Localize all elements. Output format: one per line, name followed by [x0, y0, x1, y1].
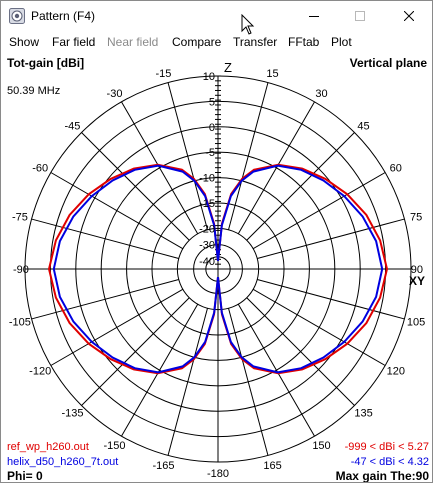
radial-label: -10 — [199, 173, 215, 185]
angle-label-right: 15 — [266, 68, 278, 80]
angle-label-right: 60 — [390, 163, 402, 175]
grid-spoke — [228, 82, 269, 230]
polar-grid — [24, 75, 412, 463]
polar-labels: -15 15-30 30-45 45-60 60-75 75-90 90-105 105-12… — [9, 60, 425, 480]
z-axis-label: Z — [224, 60, 232, 75]
menu-transfer[interactable]: Transfer — [233, 35, 278, 49]
menu-compare[interactable]: Compare — [172, 35, 222, 49]
close-button[interactable] — [386, 1, 432, 31]
angle-label-left: -135 — [61, 408, 83, 420]
max-gain-label: Max gain The:90 — [336, 469, 430, 482]
angle-label-left: -75 — [12, 211, 28, 223]
radial-label: -20 — [199, 223, 215, 235]
radial-label: -30 — [199, 240, 215, 252]
window-title: Pattern (F4) — [31, 9, 96, 23]
angle-label-right: 75 — [410, 211, 422, 223]
grid-spoke — [167, 82, 208, 230]
grid-spoke — [257, 218, 405, 259]
angle-label-left: -15 — [156, 68, 172, 80]
grid-spoke — [31, 279, 179, 320]
angle-label-left: -150 — [103, 440, 125, 452]
angle-label-right: 165 — [263, 460, 281, 472]
grid-spoke — [252, 172, 386, 250]
grid-spoke — [257, 279, 405, 320]
angle-label-left: -165 — [152, 460, 174, 472]
phi-label: Phi= 0 — [7, 469, 43, 482]
grid-spoke — [246, 297, 355, 406]
pattern-curves — [47, 163, 389, 375]
grid-spoke — [246, 132, 355, 241]
grid-spoke — [228, 308, 269, 456]
maximize-button[interactable] — [337, 1, 383, 31]
menu-near-field: Near field — [107, 35, 159, 49]
menu-bar: Show Far field Near field Compare Transf… — [1, 31, 432, 53]
legend-name-helix: helix_d50_h260_7t.out — [7, 456, 118, 468]
grid-spoke — [237, 303, 315, 437]
menu-show[interactable]: Show — [9, 35, 40, 49]
gain-title: Tot-gain [dBi] — [7, 56, 84, 70]
polar-plot[interactable]: -15 15-30 30-45 45-60 60-75 75-90 90-105 105-12… — [1, 53, 432, 482]
maximize-icon — [355, 11, 365, 21]
angle-label-right: 105 — [407, 317, 425, 329]
legend-range-helix: -47 < dBi < 4.32 — [351, 456, 429, 468]
minimize-button[interactable] — [291, 1, 337, 31]
angle-label-right: 150 — [312, 440, 330, 452]
radial-label: 0 — [209, 122, 215, 134]
menu-plot[interactable]: Plot — [331, 35, 352, 49]
radial-label: -5 — [205, 147, 215, 159]
plane-title: Vertical plane — [350, 56, 428, 70]
grid-spoke — [121, 101, 199, 235]
angle-label-right: 45 — [357, 120, 369, 132]
grid-spoke — [81, 132, 190, 241]
menu-far-field[interactable]: Far field — [52, 35, 96, 49]
mouse-cursor-icon — [241, 14, 255, 35]
grid-spoke — [167, 308, 208, 456]
pattern-curve-helix — [217, 164, 384, 374]
minimize-icon — [309, 16, 319, 17]
title-bar[interactable]: Pattern (F4) — [1, 1, 432, 31]
angle-label-left: -120 — [29, 366, 51, 378]
radial-label: -40 — [199, 256, 215, 268]
angle-label-right: 30 — [315, 88, 327, 100]
frequency-label: 50.39 MHz — [7, 85, 60, 97]
angle-label-right: 90 — [411, 264, 423, 276]
grid-spoke — [81, 297, 190, 406]
angle-label-left: -45 — [65, 120, 81, 132]
menu-fftab[interactable]: FFtab — [288, 35, 320, 49]
radial-label: 10 — [203, 71, 215, 83]
legend-range-ref: -999 < dBi < 5.27 — [345, 441, 429, 453]
xy-axis-label: XY — [409, 274, 425, 288]
grid-spoke — [50, 172, 184, 250]
radial-label: -15 — [199, 198, 215, 210]
app-icon — [9, 8, 25, 24]
pattern-curve-ref — [47, 163, 219, 375]
grid-spoke — [237, 101, 315, 235]
angle-label-right: 135 — [354, 408, 372, 420]
legend-name-ref: ref_wp_h260.out — [7, 441, 89, 453]
angle-label-left: -105 — [9, 317, 31, 329]
grid-spoke — [50, 288, 184, 366]
grid-spoke — [252, 288, 386, 366]
angle-label-bottom: -180 — [207, 468, 229, 480]
close-icon — [404, 11, 414, 21]
pattern-curve-ref — [217, 163, 389, 375]
pattern-curve-helix — [52, 164, 219, 374]
grid-spoke — [31, 218, 179, 259]
angle-label-right: 120 — [387, 366, 405, 378]
radial-label: 5 — [209, 96, 215, 108]
angle-label-left: -30 — [107, 88, 123, 100]
grid-spoke — [121, 303, 199, 437]
angle-label-left: -60 — [32, 163, 48, 175]
angle-label-left: -90 — [13, 264, 29, 276]
